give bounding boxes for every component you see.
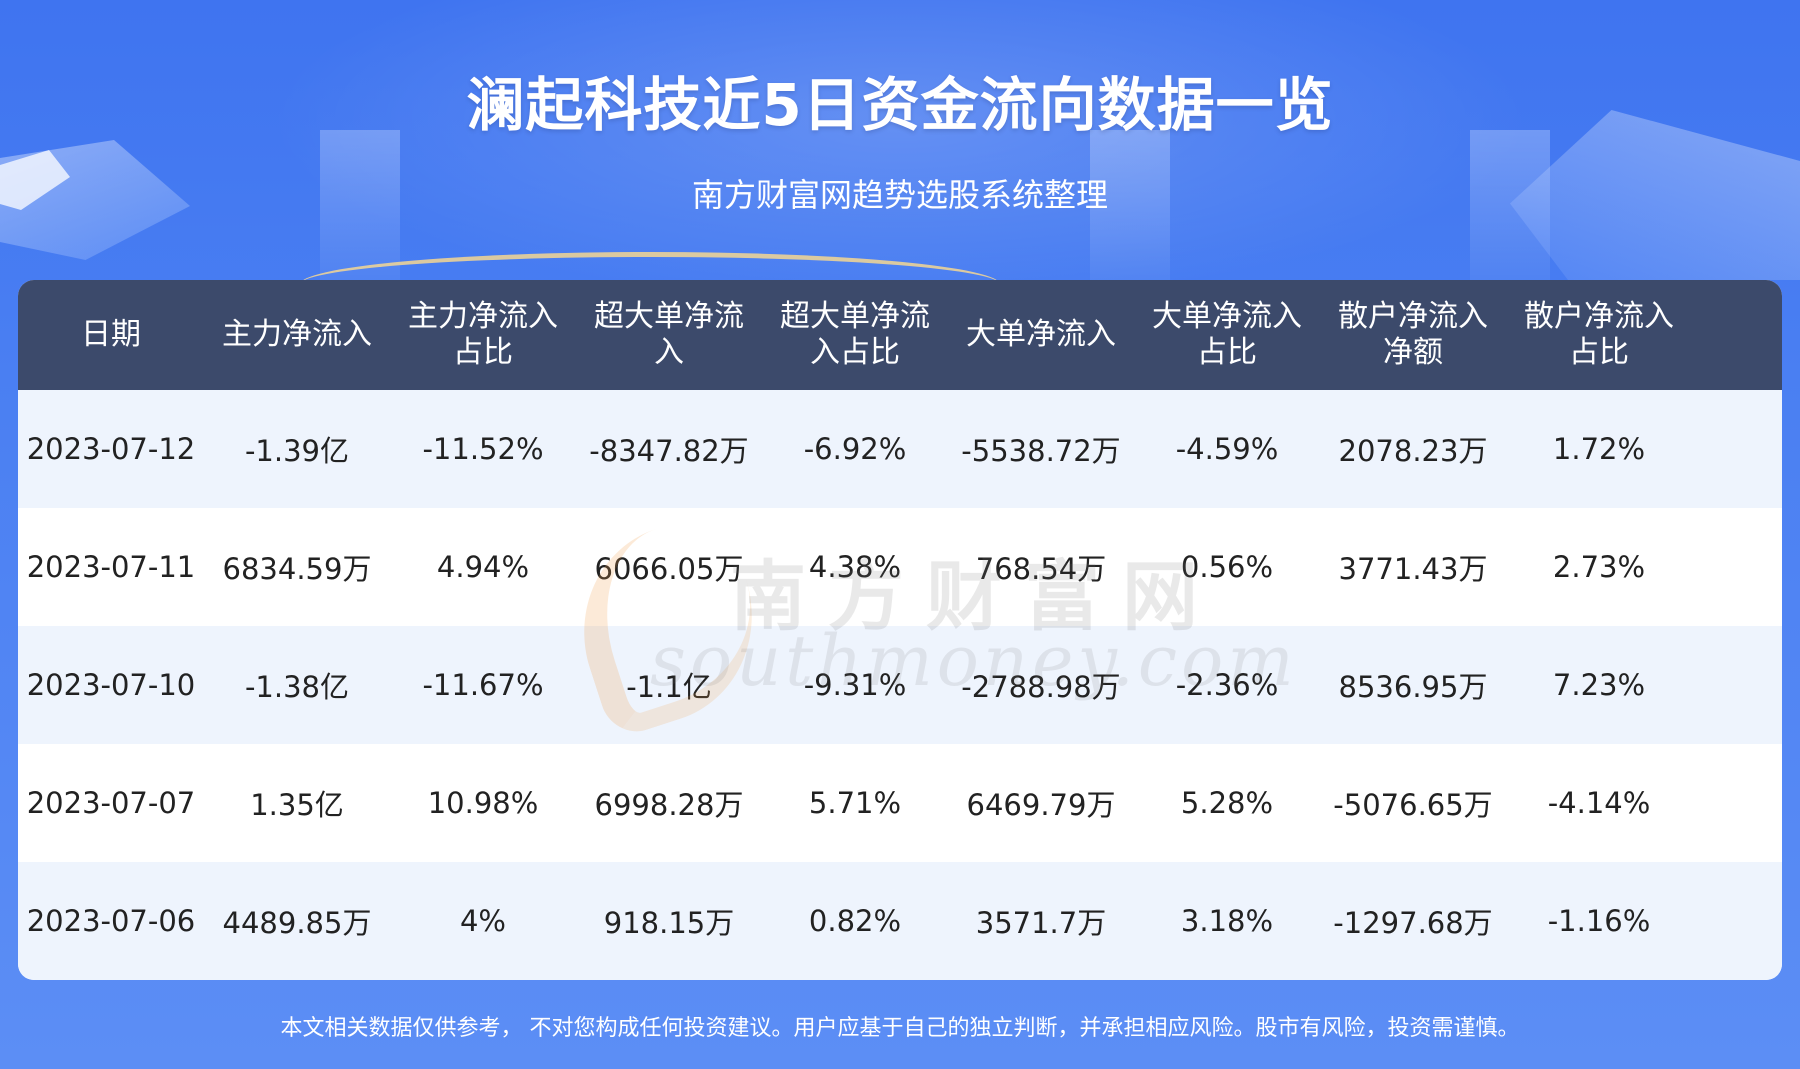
decorative-bar [320,130,400,280]
cell-large-net-inflow-ratio: 5.28% [1180,786,1274,820]
table-row: 2023-07-07 1.35亿 10.98% 6998.28万 5.71% 6… [18,744,1782,862]
cell-retail-net-inflow-ratio: -4.14% [1547,786,1651,820]
header-main-net-inflow: 主力净流入 [222,317,372,352]
table-row: 2023-07-12 -1.39亿 -11.52% -8347.82万 -6.9… [18,390,1782,508]
cell-date: 2023-07-07 [26,786,196,820]
cell-super-large-net-inflow-ratio: 5.71% [808,786,902,820]
cell-retail-net-inflow-ratio: 1.72% [1552,432,1646,466]
cell-date: 2023-07-06 [26,904,196,938]
table-row: 2023-07-11 6834.59万 4.94% 6066.05万 4.38%… [18,508,1782,626]
page-title: 澜起科技近5日资金流向数据一览 [466,71,1334,139]
cell-large-net-inflow: -5538.72万 [961,434,1121,468]
cell-super-large-net-inflow: 6998.28万 [594,788,744,822]
cell-main-net-inflow-ratio: 4% [459,904,506,938]
page-subtitle: 南方财富网趋势选股系统整理 [691,176,1108,214]
header-main-net-inflow-ratio: 主力净流入占比 [408,299,558,370]
cell-large-net-inflow-ratio: 3.18% [1180,904,1274,938]
cell-main-net-inflow: -1.38亿 [244,670,350,704]
cell-main-net-inflow-ratio: -11.52% [422,432,544,466]
cell-large-net-inflow: -2788.98万 [961,670,1121,704]
cell-date: 2023-07-11 [26,550,196,584]
cell-retail-net-inflow-ratio: 2.73% [1552,550,1646,584]
table-row: 2023-07-06 4489.85万 4% 918.15万 0.82% 357… [18,862,1782,980]
cell-large-net-inflow: 768.54万 [975,552,1107,586]
cell-retail-net-inflow-amount: 2078.23万 [1338,434,1488,468]
cell-super-large-net-inflow: -1.1亿 [626,670,712,704]
cell-large-net-inflow-ratio: -2.36% [1175,668,1279,702]
cell-date: 2023-07-10 [26,668,196,702]
header-super-large-net-inflow: 超大单净流入 [594,299,744,370]
cell-large-net-inflow: 6469.79万 [966,788,1116,822]
disclaimer: 本文相关数据仅供参考， 不对您构成任何投资建议。用户应基于自己的独立判断，并承担… [280,1016,1520,1041]
cell-super-large-net-inflow-ratio: -9.31% [803,668,907,702]
cell-retail-net-inflow-ratio: -1.16% [1547,904,1651,938]
header-retail-net-inflow-ratio: 散户净流入占比 [1524,299,1674,370]
cell-retail-net-inflow-amount: -5076.65万 [1333,788,1493,822]
cell-super-large-net-inflow: 6066.05万 [594,552,744,586]
cell-main-net-inflow-ratio: 10.98% [427,786,539,820]
cell-large-net-inflow-ratio: -4.59% [1175,432,1279,466]
decorative-arc [300,252,1000,317]
header-super-large-net-inflow-ratio: 超大单净流入占比 [780,299,930,370]
cell-retail-net-inflow-amount: -1297.68万 [1333,906,1493,940]
cell-date: 2023-07-12 [26,432,196,466]
cell-super-large-net-inflow-ratio: -6.92% [803,432,907,466]
header-retail-net-inflow-amount: 散户净流入净额 [1338,299,1488,370]
cell-super-large-net-inflow: 918.15万 [603,906,735,940]
cell-large-net-inflow: 3571.7万 [975,906,1107,940]
cell-main-net-inflow: 1.35亿 [250,788,344,822]
cell-retail-net-inflow-amount: 3771.43万 [1338,552,1488,586]
header-large-net-inflow: 大单净流入 [966,317,1116,352]
cell-main-net-inflow: -1.39亿 [244,434,350,468]
decorative-bar [1090,130,1170,280]
cell-main-net-inflow: 4489.85万 [222,906,372,940]
cell-main-net-inflow-ratio: 4.94% [436,550,530,584]
cell-retail-net-inflow-ratio: 7.23% [1552,668,1646,702]
cell-retail-net-inflow-amount: 8536.95万 [1338,670,1488,704]
header-date: 日期 [81,317,141,352]
cell-super-large-net-inflow-ratio: 0.82% [808,904,902,938]
decorative-bar [1470,130,1550,280]
background-glow [0,0,1800,300]
cell-super-large-net-inflow-ratio: 4.38% [808,550,902,584]
table-header: 日期 主力净流入 主力净流入占比 超大单净流入 超大单净流入占比 大单净流入 大… [18,280,1782,390]
fund-flow-table: 日期 主力净流入 主力净流入占比 超大单净流入 超大单净流入占比 大单净流入 大… [18,280,1782,980]
cell-main-net-inflow-ratio: -11.67% [422,668,544,702]
table-row: 2023-07-10 -1.38亿 -11.67% -1.1亿 -9.31% -… [18,626,1782,744]
header-large-net-inflow-ratio: 大单净流入占比 [1152,299,1302,370]
cell-main-net-inflow: 6834.59万 [222,552,372,586]
cell-large-net-inflow-ratio: 0.56% [1180,550,1274,584]
cell-super-large-net-inflow: -8347.82万 [589,434,749,468]
